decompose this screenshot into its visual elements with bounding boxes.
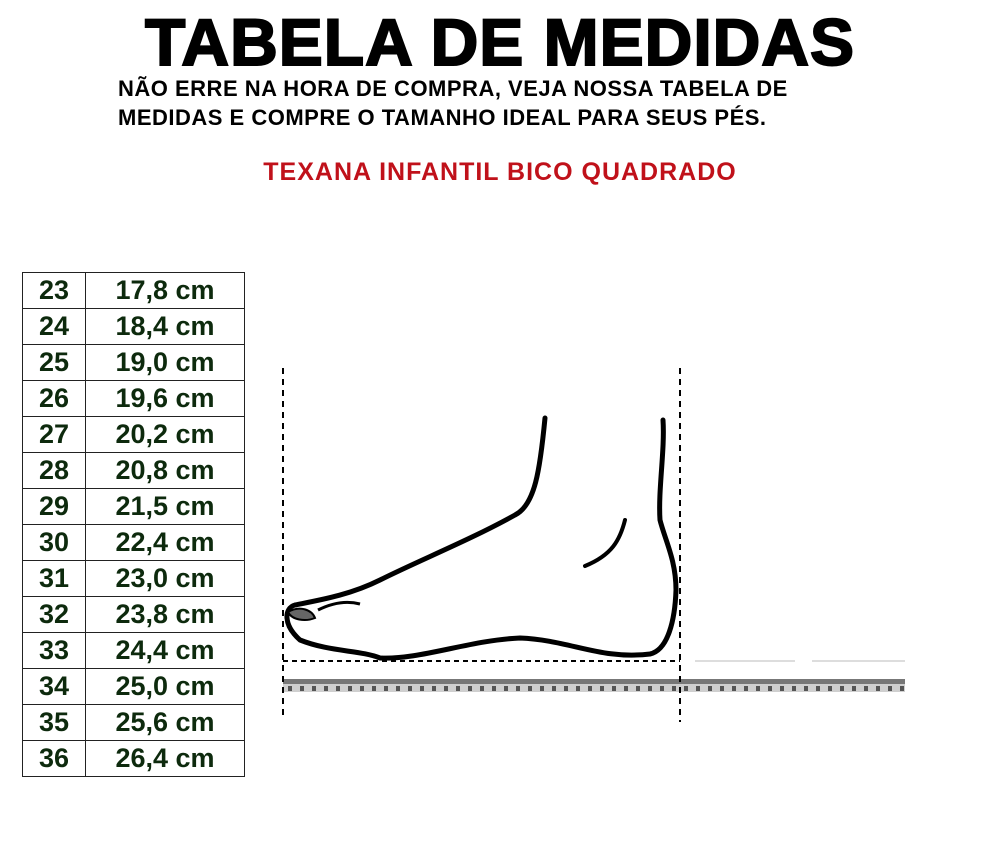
size-row: 24 18,4 cm bbox=[22, 308, 245, 345]
size-row: 35 25,6 cm bbox=[22, 704, 245, 741]
ruler-tick bbox=[828, 686, 832, 691]
size-cell: 24 bbox=[22, 308, 86, 345]
size-cell: 27 bbox=[22, 416, 86, 453]
ruler-tick bbox=[840, 686, 844, 691]
ruler-tick bbox=[564, 686, 568, 691]
ruler-tick bbox=[708, 686, 712, 691]
ruler-tick bbox=[492, 686, 496, 691]
ruler-tick bbox=[888, 686, 892, 691]
length-cell: 22,4 cm bbox=[85, 524, 245, 561]
ruler-tick bbox=[636, 686, 640, 691]
ruler-tick bbox=[420, 686, 424, 691]
ruler-tick bbox=[396, 686, 400, 691]
subtitle-line: MEDIDAS E COMPRE O TAMANHO IDEAL PARA SE… bbox=[118, 105, 767, 130]
ruler-tick bbox=[324, 686, 328, 691]
ruler-tick bbox=[480, 686, 484, 691]
size-row: 34 25,0 cm bbox=[22, 668, 245, 705]
length-cell: 17,8 cm bbox=[85, 272, 245, 309]
length-cell: 20,8 cm bbox=[85, 452, 245, 489]
length-cell: 25,0 cm bbox=[85, 668, 245, 705]
size-row: 29 21,5 cm bbox=[22, 488, 245, 525]
size-cell: 35 bbox=[22, 704, 86, 741]
ruler-tick bbox=[864, 686, 868, 691]
length-cell: 23,8 cm bbox=[85, 596, 245, 633]
length-cell: 20,2 cm bbox=[85, 416, 245, 453]
size-row: 30 22,4 cm bbox=[22, 524, 245, 561]
ruler-tick bbox=[528, 686, 532, 691]
ruler-tick bbox=[576, 686, 580, 691]
ruler-tick bbox=[444, 686, 448, 691]
ruler-tick bbox=[660, 686, 664, 691]
ruler-tick bbox=[876, 686, 880, 691]
ruler-tick bbox=[792, 686, 796, 691]
ruler-tick bbox=[900, 686, 904, 691]
ruler-tick bbox=[432, 686, 436, 691]
ruler-tick bbox=[816, 686, 820, 691]
size-cell: 30 bbox=[22, 524, 86, 561]
size-row: 28 20,8 cm bbox=[22, 452, 245, 489]
ruler-tick bbox=[648, 686, 652, 691]
ruler-tick bbox=[516, 686, 520, 691]
ruler bbox=[283, 679, 905, 692]
ruler-tick bbox=[312, 686, 316, 691]
length-cell: 25,6 cm bbox=[85, 704, 245, 741]
length-cell: 18,4 cm bbox=[85, 308, 245, 345]
ruler-tick bbox=[720, 686, 724, 691]
ruler-tick bbox=[336, 686, 340, 691]
length-cell: 26,4 cm bbox=[85, 740, 245, 777]
ruler-tick bbox=[696, 686, 700, 691]
ruler-tick bbox=[468, 686, 472, 691]
ruler-tick bbox=[384, 686, 388, 691]
size-row: 33 24,4 cm bbox=[22, 632, 245, 669]
size-row: 31 23,0 cm bbox=[22, 560, 245, 597]
ruler-tick bbox=[408, 686, 412, 691]
ruler-tick bbox=[504, 686, 508, 691]
ruler-tick bbox=[612, 686, 616, 691]
length-cell: 24,4 cm bbox=[85, 632, 245, 669]
size-row: 23 17,8 cm bbox=[22, 272, 245, 309]
product-name: TEXANA INFANTIL BICO QUADRADO bbox=[263, 158, 737, 186]
ruler-tick bbox=[348, 686, 352, 691]
ruler-tick bbox=[672, 686, 676, 691]
size-cell: 31 bbox=[22, 560, 86, 597]
title: TABELA DE MEDIDAS bbox=[144, 4, 855, 80]
ruler-tick bbox=[600, 686, 604, 691]
ruler-tick bbox=[804, 686, 808, 691]
size-cell: 28 bbox=[22, 452, 86, 489]
ruler-tick bbox=[300, 686, 304, 691]
ruler-tick bbox=[684, 686, 688, 691]
ruler-tick bbox=[288, 686, 292, 691]
size-cell: 26 bbox=[22, 380, 86, 417]
size-cell: 32 bbox=[22, 596, 86, 633]
size-cell: 29 bbox=[22, 488, 86, 525]
size-cell: 25 bbox=[22, 344, 86, 381]
size-row: 32 23,8 cm bbox=[22, 596, 245, 633]
ruler-tick bbox=[360, 686, 364, 691]
size-table: 23 17,8 cm 24 18,4 cm 25 19,0 cm 26 19,6 cm 27 20… bbox=[22, 272, 245, 777]
ruler-tick bbox=[780, 686, 784, 691]
ruler-tick bbox=[456, 686, 460, 691]
ruler-tick bbox=[372, 686, 376, 691]
size-cell: 33 bbox=[22, 632, 86, 669]
length-cell: 23,0 cm bbox=[85, 560, 245, 597]
ruler-tick bbox=[540, 686, 544, 691]
ruler-tick bbox=[552, 686, 556, 691]
subtitle-line: NÃO ERRE NA HORA DE COMPRA, VEJA NOSSA T… bbox=[118, 76, 788, 101]
ruler-tick bbox=[744, 686, 748, 691]
ruler-tick bbox=[852, 686, 856, 691]
ruler-tick bbox=[732, 686, 736, 691]
ruler-tick bbox=[756, 686, 760, 691]
size-row: 27 20,2 cm bbox=[22, 416, 245, 453]
size-row: 36 26,4 cm bbox=[22, 740, 245, 777]
ruler-tick bbox=[624, 686, 628, 691]
ruler-tick bbox=[588, 686, 592, 691]
ruler-tick bbox=[768, 686, 772, 691]
size-cell: 36 bbox=[22, 740, 86, 777]
